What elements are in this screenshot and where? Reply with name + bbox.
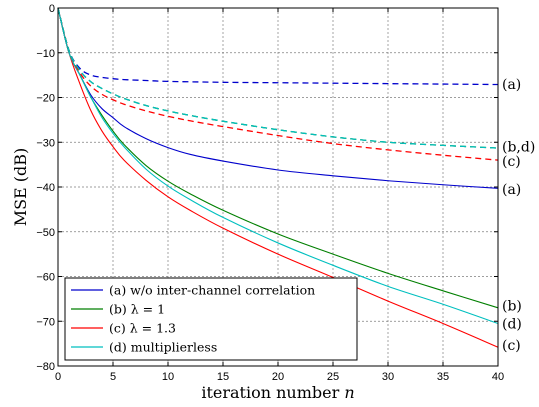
- y-tick-label: −30: [36, 137, 55, 149]
- legend: (a) w/o inter-channel correlation (b) λ =…: [64, 277, 358, 361]
- end-label: (b,d): [502, 140, 535, 156]
- y-tick-label: −80: [36, 361, 55, 373]
- x-tick-label: 25: [327, 371, 339, 383]
- series-line-5: [57, 7, 499, 161]
- x-tick-label: 20: [272, 371, 284, 383]
- y-tick-label: −10: [36, 48, 55, 60]
- x-tick-label: 0: [55, 371, 61, 383]
- end-label: (c): [502, 154, 521, 170]
- end-label: (c): [502, 338, 521, 354]
- legend-entry: (d) multiplierless: [109, 340, 217, 355]
- x-tick-label: 5: [110, 371, 116, 383]
- series-group: [57, 7, 499, 348]
- series-line-2: [57, 7, 499, 348]
- y-axis-label: MSE (dB): [11, 148, 30, 227]
- x-tick-label: 35: [437, 371, 449, 383]
- end-labels: (a)(b,d)(c)(a)(b)(d)(c): [502, 77, 535, 354]
- legend-entry: (a) w/o inter-channel correlation: [109, 283, 315, 298]
- end-label: (d): [502, 316, 522, 332]
- y-tick-label: −60: [36, 272, 55, 284]
- series-line-3: [57, 7, 499, 325]
- x-tick-label: 15: [217, 371, 229, 383]
- end-label: (b): [502, 299, 522, 315]
- end-label: (a): [502, 182, 521, 198]
- y-tick-label: −70: [36, 316, 55, 328]
- y-tick-label: 0: [49, 3, 55, 15]
- y-tick-label: −20: [36, 93, 55, 105]
- legend-entry: (b) λ = 1: [109, 302, 165, 317]
- end-label: (a): [502, 77, 521, 93]
- legend-entry: (c) λ = 1.3: [109, 321, 176, 336]
- legend-box: [64, 277, 358, 361]
- grid: [58, 8, 498, 366]
- axis-ticks: 0 5 10 15 20 25 30 35 40 0 −10 −20 −30 −40 −50 −60 −70 −8…: [36, 3, 504, 383]
- series-line-4: [57, 7, 499, 86]
- y-tick-label: −50: [36, 227, 55, 239]
- x-axis-label-text: iteration number: [201, 383, 344, 402]
- x-tick-label: 40: [492, 371, 504, 383]
- x-axis-label: iteration number n: [201, 383, 354, 402]
- x-axis-label-variable: n: [344, 383, 354, 402]
- x-tick-label: 10: [162, 371, 174, 383]
- series-line-7: [57, 7, 499, 149]
- y-tick-label: −40: [36, 182, 55, 194]
- x-tick-label: 30: [382, 371, 394, 383]
